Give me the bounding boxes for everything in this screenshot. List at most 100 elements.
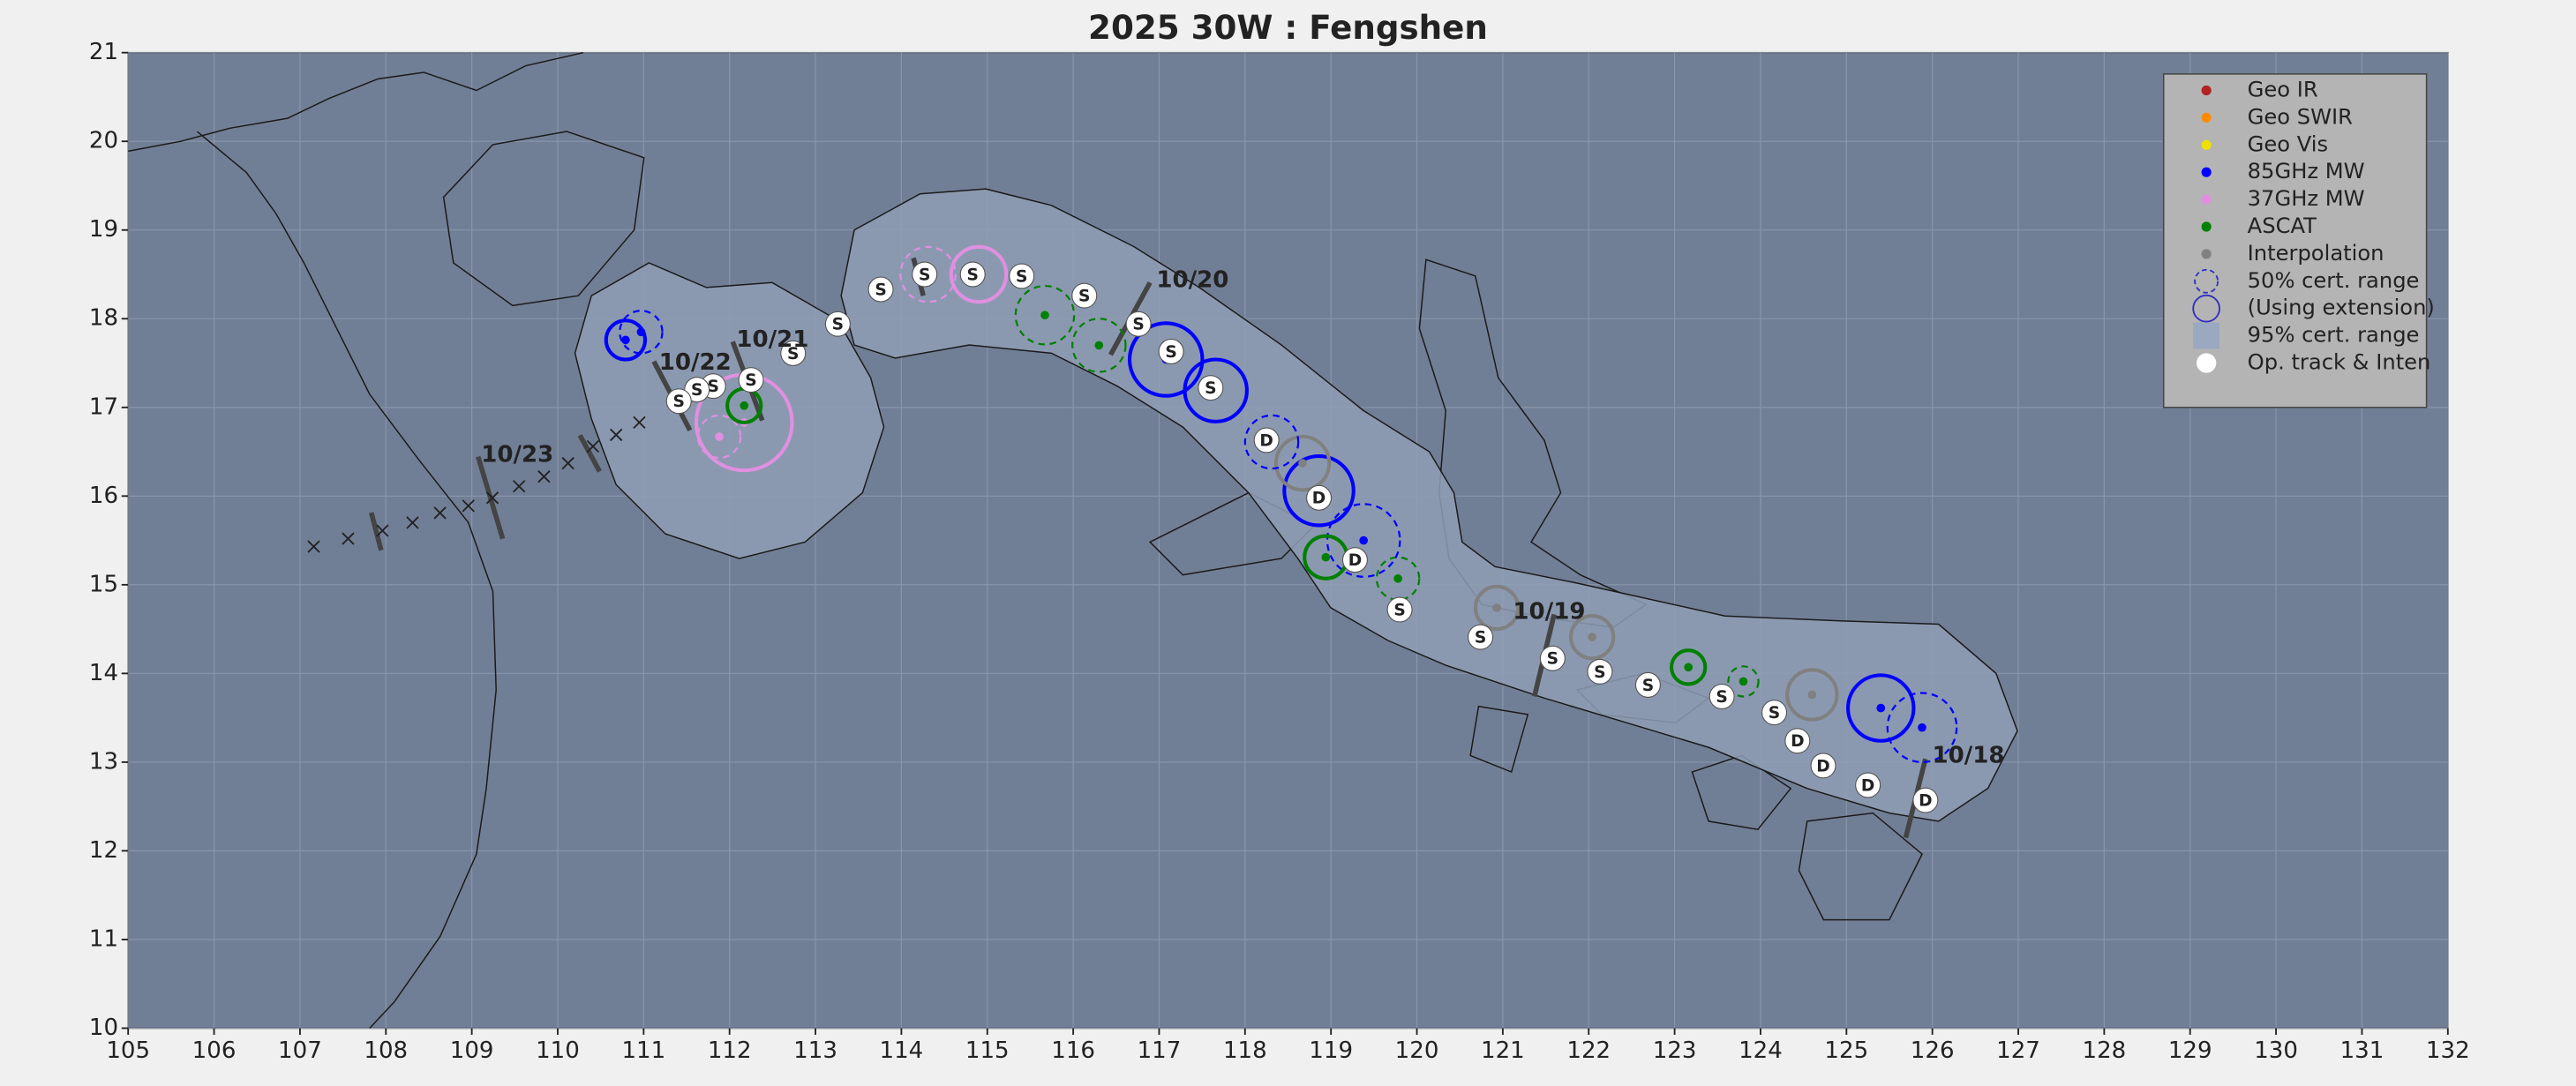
track-point [1634,671,1661,698]
fix-center [1739,677,1748,686]
intensity-label: S [1547,650,1558,669]
track-point [1784,728,1811,754]
x-tick-label: 127 [1996,1037,2040,1064]
intensity-label: S [919,266,930,284]
track-point [665,388,692,415]
past-position [307,540,320,553]
track-point [780,340,807,366]
track-point [1539,645,1566,671]
fix-range [1273,434,1332,492]
fix-center [621,335,630,345]
fix-range [1127,321,1205,398]
intensity-label: S [745,371,756,390]
marks: DDDDSSSSSSSDDDSSSSSSSSSSSSSS10/1810/1910… [307,244,2005,813]
fix-range [949,244,1009,304]
island [1798,812,1924,921]
x-tick-label: 118 [1223,1037,1267,1064]
legend-marker [2196,353,2217,373]
x-tick-label: 111 [621,1037,665,1064]
y-tick-label: 15 [89,571,118,597]
legend-marker [2192,294,2220,323]
track-point [1761,700,1788,726]
fix-range [1375,556,1421,602]
intensity-label: S [967,266,979,284]
intensity-label: D [1312,490,1326,508]
past-position [610,428,623,442]
intensity-label: S [691,381,702,400]
past-position [512,480,526,493]
x-tick-label: 131 [2340,1037,2384,1064]
date-label: 10/18 [1933,742,2005,768]
fix-range [1071,318,1127,373]
legend-marker [2193,322,2220,349]
day-bar [369,512,384,551]
fix-center [1094,341,1104,350]
track-point [959,261,986,288]
x-tick-label: 105 [106,1037,150,1064]
x-tick-label: 124 [1739,1037,1783,1064]
legend-marker [2201,167,2212,177]
x-tick-label: 109 [450,1037,494,1064]
fix-range [1282,454,1356,528]
day-bar [476,455,506,540]
x-tick-label: 130 [2254,1037,2298,1064]
track-point [1912,787,1939,813]
past-position [433,506,447,520]
day-bar [577,434,602,473]
track-point [1386,596,1413,623]
track-point [1158,338,1184,364]
intensity-label: S [787,345,799,363]
x-tick-label: 107 [278,1037,322,1064]
x-tick-label: 119 [1309,1037,1353,1064]
legend-marker [2194,268,2219,294]
chart-title: 2025 30W : Fengshen [1088,8,1488,47]
fix-center [740,401,749,410]
intensity-label: D [1348,551,1362,570]
intensity-label: S [1594,663,1605,682]
track-point [1125,311,1152,337]
island [442,131,645,307]
y-tick-label: 20 [89,128,118,154]
track-point [1855,772,1881,798]
intensity-label: S [875,281,886,300]
intensity-label: S [1716,688,1727,707]
legend-entry: 85GHz MW [2201,159,2365,183]
past-position [462,499,475,513]
legend-label: Op. track & Inten [2248,350,2431,375]
intensity-label: S [707,378,718,396]
past-position [406,516,419,529]
fix-center [636,327,646,337]
intensity-label: S [832,316,844,334]
legend-label: ASCAT [2248,213,2317,238]
track-point [1341,547,1368,573]
legend-marker [2201,221,2212,232]
intensity-label: D [1861,776,1874,795]
fix-range [1846,673,1916,743]
x-tick-label: 121 [1481,1037,1525,1064]
fix-range [1727,665,1760,698]
past-position [485,491,499,505]
legend-label: Interpolation [2248,241,2384,266]
fix-center [1588,633,1596,641]
y-tick-label: 18 [89,305,118,332]
past-position [561,456,575,470]
fix-center [1298,459,1307,468]
date-label: 10/22 [659,349,732,376]
legend-box [2162,73,2428,408]
legend-entry: Op. track & Inten [2196,350,2431,375]
intensity-label: D [1259,431,1273,450]
date-label: 10/20 [1156,267,1228,294]
fix-center [1359,536,1369,545]
past-position [586,439,600,453]
y-tick-label: 17 [89,393,118,420]
y-tick-label: 11 [89,925,118,952]
legend-label: (Using extension) [2248,296,2435,320]
y-tick-label: 16 [89,483,118,509]
intensity-label: S [1078,288,1090,306]
legend-entry: ASCAT [2201,213,2317,238]
date-label: 10/19 [1513,598,1585,625]
x-tick-label: 123 [1653,1037,1697,1064]
intensity-label: S [1769,704,1780,723]
intensity-label: S [1165,343,1176,362]
fix-range [1785,668,1839,722]
